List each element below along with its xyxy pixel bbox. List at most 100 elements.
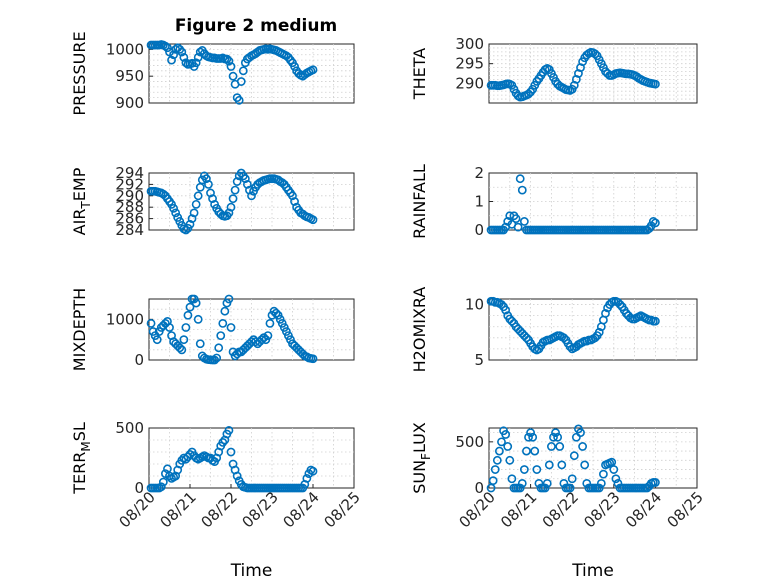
air_temp-data-point <box>242 179 252 189</box>
pressure-data-point <box>290 62 299 71</box>
theta-ytick-label: 300 <box>455 35 484 53</box>
mixdepth-data-point <box>263 331 273 340</box>
air_temp-data-point <box>201 174 211 184</box>
terr_msl-ylabel-sub: M <box>79 441 93 451</box>
pressure-data-point <box>234 95 244 105</box>
mixdepth-data-point <box>152 335 162 345</box>
air_temp-data-point <box>169 203 178 213</box>
sun_flux-data-point <box>596 478 606 488</box>
mixdepth-data-point <box>181 323 191 332</box>
terr_msl-data-point <box>232 471 242 481</box>
mixdepth-data-point <box>210 355 219 365</box>
h2omixra-ylabel: H2OMIXRA <box>410 287 429 373</box>
sun_flux-data-point <box>599 469 608 479</box>
air_temp-data-point <box>290 197 299 206</box>
air_temp-data-point <box>224 208 234 218</box>
air_temp-data-point <box>204 179 213 189</box>
mixdepth-data-point <box>216 331 226 340</box>
sun_flux-data-point <box>497 437 506 447</box>
rainfall-data-point <box>515 174 525 184</box>
h2omixra-data-point <box>601 309 610 318</box>
terr_msl-data-point <box>308 466 318 476</box>
pressure-data-point <box>222 54 232 64</box>
sun_flux-data-point <box>576 428 585 438</box>
pressure-data-point <box>191 58 201 68</box>
pressure-data-point <box>226 62 236 71</box>
mixdepth-data-point <box>195 339 205 349</box>
sun_flux-ylabel: SUNFLUX <box>410 422 433 494</box>
pressure-ylabel-main: PRESSURE <box>70 31 89 115</box>
air_temp-ylabel: AIRTEMP <box>70 167 93 235</box>
rainfall-ytick-label: 0 <box>474 221 484 239</box>
sun_flux-ylabel-sub: F <box>419 453 433 460</box>
sun_flux-data-point <box>494 446 504 456</box>
air_temp-ytick-label: 290 <box>115 187 144 205</box>
terr_msl-data-point <box>224 425 234 435</box>
air_temp-ytick-label: 294 <box>115 164 144 182</box>
air_temp-data-point <box>185 219 195 229</box>
sun_flux-data-point <box>542 478 552 488</box>
sun_flux-data-point <box>578 442 587 451</box>
rainfall-ytick-label: 2 <box>474 164 484 182</box>
air_temp-data-point <box>187 214 197 223</box>
sun_flux-data-point <box>532 465 542 474</box>
air_temp-data-point <box>308 215 318 225</box>
pressure-data-point <box>179 53 189 62</box>
sun_flux-ytick-label: 0 <box>474 479 484 497</box>
rainfall-ylabel: RAINFALL <box>410 164 429 239</box>
sun_flux-data-point <box>528 432 538 442</box>
pressure-ylabel: PRESSURE <box>70 31 89 115</box>
mixdepth-data-point <box>224 294 234 304</box>
sun_flux-data-point <box>651 478 660 487</box>
pressure-ytick-label: 900 <box>115 94 144 112</box>
sun_flux-data-point <box>544 460 554 470</box>
theta-data-point <box>651 79 660 89</box>
sun_flux-axes <box>488 427 698 489</box>
terr_msl-ylabel-rest: SL <box>70 422 89 441</box>
terr_msl-data-point <box>156 482 166 492</box>
terr_msl-ylabel: TERRMSL <box>70 422 93 495</box>
air_temp-data-point <box>189 208 199 218</box>
mixdepth-ylabel-main: MIXDEPTH <box>70 288 89 371</box>
rainfall-data-point <box>517 185 527 195</box>
theta-data-point <box>590 49 600 59</box>
air_temp-data-point <box>206 188 215 198</box>
pressure-data-point <box>228 71 238 81</box>
sun_flux-data-point <box>569 451 579 461</box>
sun_flux-ylabel-rest: LUX <box>410 422 429 453</box>
h2omixra-ylabel-main: H2OMIXRA <box>410 287 429 373</box>
rainfall-data-point <box>513 222 523 232</box>
terr_msl-ytick-label: 500 <box>115 419 144 437</box>
rainfall-ylabel-main: RAINFALL <box>410 164 429 239</box>
mixdepth-data-point <box>257 335 267 345</box>
air_temp-ylabel-main: AIR <box>70 209 89 236</box>
terr_msl-data-point <box>218 437 228 447</box>
pressure-data-point <box>163 43 172 53</box>
pressure-data-point <box>167 55 176 65</box>
sun_flux-data-point <box>530 446 540 456</box>
sun_flux-data-point <box>515 483 525 493</box>
mixdepth-data-point <box>218 318 228 328</box>
pressure-data-point <box>160 41 170 51</box>
air_temp-ytick-label: 286 <box>115 210 144 228</box>
air_temp-ylabel-rest: EMP <box>70 167 89 201</box>
sun_flux-data-point <box>553 432 563 442</box>
sun_flux-data-point <box>492 455 502 465</box>
air_temp-data-point <box>288 191 297 201</box>
sun_flux-data-point <box>580 460 590 470</box>
h2omixra-data-point <box>559 333 569 343</box>
mixdepth-data-point <box>271 308 281 318</box>
pressure-data-point <box>177 47 187 57</box>
air_temp-data-point <box>232 177 242 186</box>
pressure-data-point <box>195 47 205 57</box>
air_temp-data-point <box>193 191 203 201</box>
theta-ytick-label: 295 <box>455 55 484 73</box>
air_temp-ylabel-sub: T <box>79 201 93 210</box>
mixdepth-data-point <box>179 335 189 345</box>
air_temp-data-point <box>247 191 256 201</box>
mixdepth-ytick-label: 1000 <box>106 310 144 328</box>
air_temp-data-point <box>240 174 250 184</box>
mixdepth-data-point <box>214 343 224 353</box>
mixdepth-data-point <box>220 306 230 316</box>
